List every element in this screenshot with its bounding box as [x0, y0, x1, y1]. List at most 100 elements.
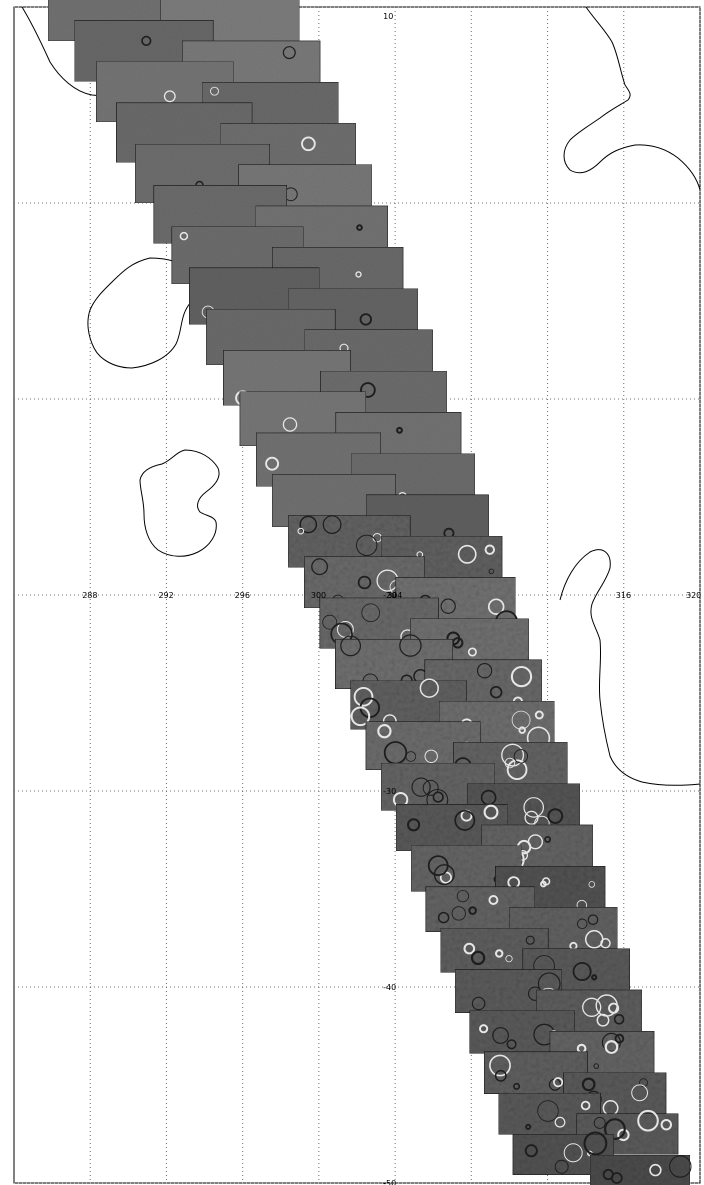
- crater-mark: [581, 1077, 596, 1092]
- crater-mark: [595, 994, 618, 1017]
- crater-mark: [572, 962, 592, 982]
- crater-mark: [588, 881, 596, 888]
- lat-label-minus50: -50: [383, 1179, 396, 1185]
- crater-mark: [489, 1054, 511, 1077]
- crater-mark: [494, 1069, 507, 1082]
- crater-mark: [506, 759, 528, 781]
- crater-mark: [639, 1078, 648, 1088]
- crater-mark: [495, 949, 504, 958]
- crater-mark: [544, 835, 552, 843]
- crater-mark: [540, 880, 547, 888]
- crater-mark: [422, 779, 439, 796]
- crater-mark: [506, 1039, 517, 1050]
- crater-mark: [299, 515, 318, 534]
- crater-mark: [483, 804, 499, 820]
- crater-mark: [593, 1063, 600, 1069]
- crater-mark: [510, 665, 533, 688]
- lat-label-minus20: -20: [383, 591, 396, 600]
- crater-mark: [451, 906, 466, 921]
- crater-mark: [350, 706, 371, 727]
- axis-labels: 288 292 296 300 304 316 320 10 -20 -30 -40 -50: [82, 12, 701, 1185]
- lat-label-minus40: -40: [383, 983, 396, 992]
- crater-mark: [322, 515, 342, 534]
- crater-mark: [660, 1119, 672, 1131]
- crater-mark: [456, 889, 469, 903]
- crater-mark: [523, 797, 544, 818]
- crater-mark: [463, 942, 476, 955]
- crater-mark: [467, 647, 477, 657]
- crater-mark: [340, 635, 362, 657]
- lon-label-304: 304: [387, 591, 402, 600]
- crater-mark: [513, 749, 529, 764]
- crater-mark: [524, 810, 539, 825]
- crater-mark: [356, 224, 363, 231]
- crater-mark: [582, 997, 602, 1017]
- crater-mark: [649, 1163, 662, 1177]
- crater-mark: [470, 950, 486, 966]
- crater-mark: [602, 1168, 614, 1181]
- crater-mark: [501, 743, 525, 767]
- crater-mark: [433, 864, 455, 886]
- crater-mark: [399, 634, 422, 657]
- crater-mark: [484, 544, 495, 555]
- crater-mark: [476, 663, 493, 679]
- crater-mark: [563, 1143, 583, 1163]
- crater-mark: [492, 1027, 510, 1044]
- crater-mark: [596, 1013, 610, 1027]
- crater-mark: [424, 749, 438, 763]
- crater-mark: [576, 918, 588, 930]
- lon-label-288: 288: [82, 591, 97, 600]
- crater-mark: [359, 313, 373, 326]
- crater-mark: [265, 456, 280, 471]
- crater-mark: [525, 935, 535, 945]
- crater-mark: [584, 930, 604, 949]
- crater-mark: [504, 757, 516, 769]
- crater-mark: [179, 231, 189, 241]
- crater-mark: [511, 710, 531, 730]
- crater-mark: [669, 1155, 692, 1178]
- crater-mark: [488, 568, 495, 575]
- crater-mark: [454, 809, 476, 831]
- crater-mark: [518, 726, 526, 734]
- crater-mark: [583, 1131, 608, 1156]
- crater-mark: [617, 1128, 630, 1142]
- crater-mark: [437, 911, 450, 924]
- crater-mark: [141, 35, 152, 47]
- crater-mark: [534, 710, 544, 720]
- crater-mark: [407, 818, 421, 832]
- crater-mark: [554, 1159, 569, 1174]
- crater-mark: [471, 996, 486, 1011]
- crater-mark: [587, 914, 599, 925]
- crater-mark: [361, 603, 381, 623]
- lon-label-292: 292: [158, 591, 173, 600]
- crater-mark: [593, 1116, 606, 1129]
- crater-mark: [505, 955, 513, 963]
- crater-mark: [322, 614, 338, 630]
- crater-mark: [396, 426, 403, 434]
- lon-label-316: 316: [616, 591, 631, 600]
- crater-mark: [513, 1082, 521, 1090]
- crater-mark: [301, 136, 316, 152]
- crater-mark: [360, 382, 376, 398]
- crater-mark: [637, 1109, 659, 1132]
- crater-mark: [631, 1084, 648, 1102]
- crater-mark: [489, 685, 503, 699]
- lon-label-300: 300: [311, 591, 326, 600]
- crater-outline-southwest: [139, 449, 220, 557]
- crater-mark: [479, 1024, 489, 1034]
- crater-mark: [311, 558, 329, 576]
- crater-mark: [524, 1144, 538, 1158]
- crater-mark: [547, 808, 564, 824]
- crater-mark: [457, 544, 477, 564]
- crater-mark: [604, 1040, 619, 1054]
- crater-mark: [440, 598, 456, 614]
- crater-mark: [591, 974, 598, 981]
- lat-label-minus30: -30: [383, 787, 396, 796]
- crater-mark: [580, 1100, 591, 1111]
- crater-mark: [357, 575, 372, 590]
- image-strip-mosaic: [47, 0, 692, 1185]
- crater-mark: [210, 86, 219, 96]
- crater-mark: [525, 1123, 532, 1130]
- crater-mark: [554, 1116, 566, 1128]
